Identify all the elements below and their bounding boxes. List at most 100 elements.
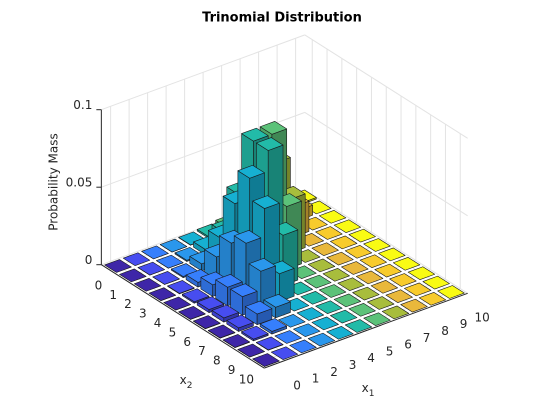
bar-top — [326, 326, 354, 340]
bar-top — [122, 252, 151, 266]
x-tick-label: 4 — [367, 351, 375, 365]
bar-top — [248, 257, 276, 272]
bar-top — [378, 247, 406, 262]
bar-top — [230, 283, 258, 297]
y-tick-label: 0 — [95, 278, 103, 292]
grid-line — [304, 189, 468, 294]
bar-top — [422, 275, 450, 290]
bar-top — [381, 305, 410, 320]
bar-top — [148, 287, 177, 301]
bar-top — [418, 292, 447, 306]
bar-top — [344, 319, 373, 333]
bar-top — [296, 307, 325, 321]
x-tick-label: 6 — [404, 338, 412, 352]
bar-top — [363, 312, 391, 326]
bar-top — [252, 353, 280, 367]
bar-top — [259, 318, 288, 332]
bar-top — [159, 238, 188, 253]
bar-top — [404, 282, 432, 297]
bar-top — [289, 339, 317, 354]
bar-top — [315, 300, 343, 314]
bar-top — [137, 261, 165, 276]
bar-top — [274, 330, 302, 344]
bar-top — [437, 285, 465, 299]
bar-top — [348, 303, 376, 317]
x-tick-label: 9 — [460, 317, 468, 331]
bar-top — [337, 277, 365, 291]
bar-top — [355, 270, 384, 285]
bar-top — [311, 242, 339, 256]
bar-top — [241, 325, 269, 340]
bar-top — [304, 274, 332, 289]
bar-top — [322, 268, 350, 282]
bar-top — [385, 289, 413, 303]
bar-top — [318, 210, 347, 224]
bar-top — [370, 280, 399, 294]
bar-top — [196, 296, 225, 310]
bar-top — [211, 304, 239, 319]
bar-top — [330, 235, 358, 250]
x-tick-label: 5 — [386, 344, 394, 358]
bar-top — [270, 346, 299, 360]
bar-top — [207, 324, 236, 339]
x-axis-title-main: x — [362, 381, 369, 395]
bar-top — [256, 137, 284, 151]
bar-top — [178, 306, 206, 320]
z-tick-label: 0 — [85, 253, 93, 267]
bar-top — [193, 315, 221, 329]
bar-top — [307, 258, 336, 273]
bar-top — [392, 257, 421, 271]
bar-top — [141, 245, 169, 260]
bar-top — [226, 314, 254, 329]
x-axis-title: x1 — [362, 381, 375, 399]
bar-top — [241, 127, 269, 142]
x-axis-line — [263, 292, 468, 369]
bar-top — [167, 280, 195, 294]
bar-top — [307, 332, 336, 347]
x-tick-label: 3 — [349, 358, 357, 372]
y-tick-label: 8 — [213, 354, 221, 368]
bar-top — [330, 309, 358, 324]
plot-area — [96, 34, 468, 369]
bar-top — [326, 251, 354, 266]
z-tick-label: 0.05 — [66, 176, 93, 190]
bar-top — [163, 296, 191, 311]
x-tick-label: 8 — [441, 324, 449, 338]
bar-top — [133, 278, 162, 292]
bar-top — [237, 343, 265, 358]
x-tick-label: 7 — [423, 331, 431, 345]
bar-top — [367, 296, 395, 310]
bar-top — [333, 219, 362, 233]
bar-top — [256, 336, 284, 351]
bar-top — [344, 245, 373, 259]
y-axis-line — [101, 264, 265, 369]
y-tick-label: 7 — [198, 344, 206, 358]
bar-top — [263, 293, 291, 308]
bar-top — [348, 228, 376, 243]
bar-top — [152, 271, 180, 285]
bar-top — [311, 316, 339, 331]
y-tick-label: 4 — [154, 316, 162, 330]
bar-top — [293, 323, 321, 337]
x-axis-title-sub: 1 — [369, 389, 375, 399]
bar-top — [315, 226, 343, 240]
grid-line — [304, 111, 468, 217]
y-axis-title-main: x — [180, 373, 187, 387]
y-axis-title: x2 — [180, 373, 193, 391]
bar-top — [400, 298, 428, 313]
grid-line — [101, 34, 306, 111]
bar-top — [215, 274, 243, 288]
bar-top — [318, 284, 347, 298]
x-tick-label: 10 — [474, 310, 489, 324]
bar-top — [407, 266, 436, 280]
y-tick-label: 2 — [124, 297, 132, 311]
z-tick-label: 0.1 — [73, 98, 92, 112]
y-tick-label: 5 — [169, 325, 177, 339]
x-tick-label: 1 — [312, 372, 320, 386]
grid-line — [304, 34, 468, 139]
bar-top — [182, 288, 210, 303]
bar-top — [222, 334, 251, 348]
bar-top — [341, 261, 369, 275]
y-tick-label: 3 — [139, 307, 147, 321]
